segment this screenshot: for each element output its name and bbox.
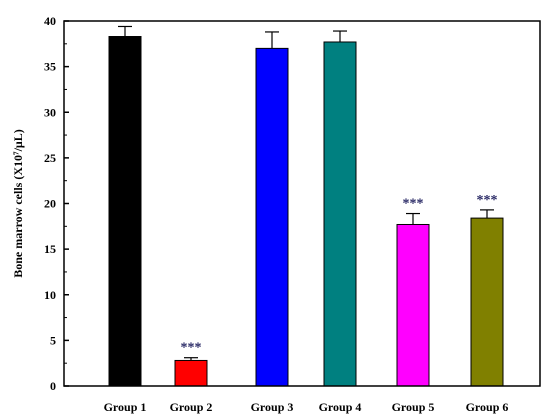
x-category-label: Group 4: [319, 400, 362, 414]
x-axis-categories: Group 1 Group 2 Group 3 Group 4 Group 5 Group…: [104, 400, 509, 414]
significance-label: ***: [403, 197, 424, 212]
significance-markers: *** *** ***: [181, 193, 498, 356]
x-category-label: Group 2: [170, 400, 213, 414]
y-tick-label: 5: [50, 333, 56, 347]
x-category-label: Group 3: [251, 400, 294, 414]
x-category-label: Group 6: [466, 400, 509, 414]
error-bars: [118, 25, 494, 361]
y-tick-label: 0: [50, 379, 56, 393]
bar-3: [255, 47, 289, 387]
x-category-label: Group 1: [104, 400, 147, 414]
bars: [108, 36, 504, 387]
y-tick-label: 10: [44, 288, 56, 302]
plot-frame: [63, 20, 541, 387]
x-category-label: Group 5: [392, 400, 435, 414]
bar-6: [470, 217, 504, 387]
significance-label: ***: [181, 341, 202, 356]
y-tick-label: 25: [44, 151, 56, 165]
bar-4: [323, 41, 357, 387]
y-tick-label: 40: [44, 14, 56, 28]
significance-label: ***: [477, 193, 498, 208]
y-tick-label: 20: [44, 197, 56, 211]
bar-1: [108, 36, 142, 387]
y-axis-ticks: 0 5 10 15 20 25 30 35 40: [44, 14, 69, 393]
y-tick-label: 30: [44, 105, 56, 119]
y-axis-title: Bone marrow cells (X10⁷/μL): [11, 129, 25, 278]
bar-2: [174, 359, 208, 387]
bar-5: [396, 223, 430, 387]
y-tick-label: 15: [44, 242, 56, 256]
y-tick-label: 35: [44, 60, 56, 74]
